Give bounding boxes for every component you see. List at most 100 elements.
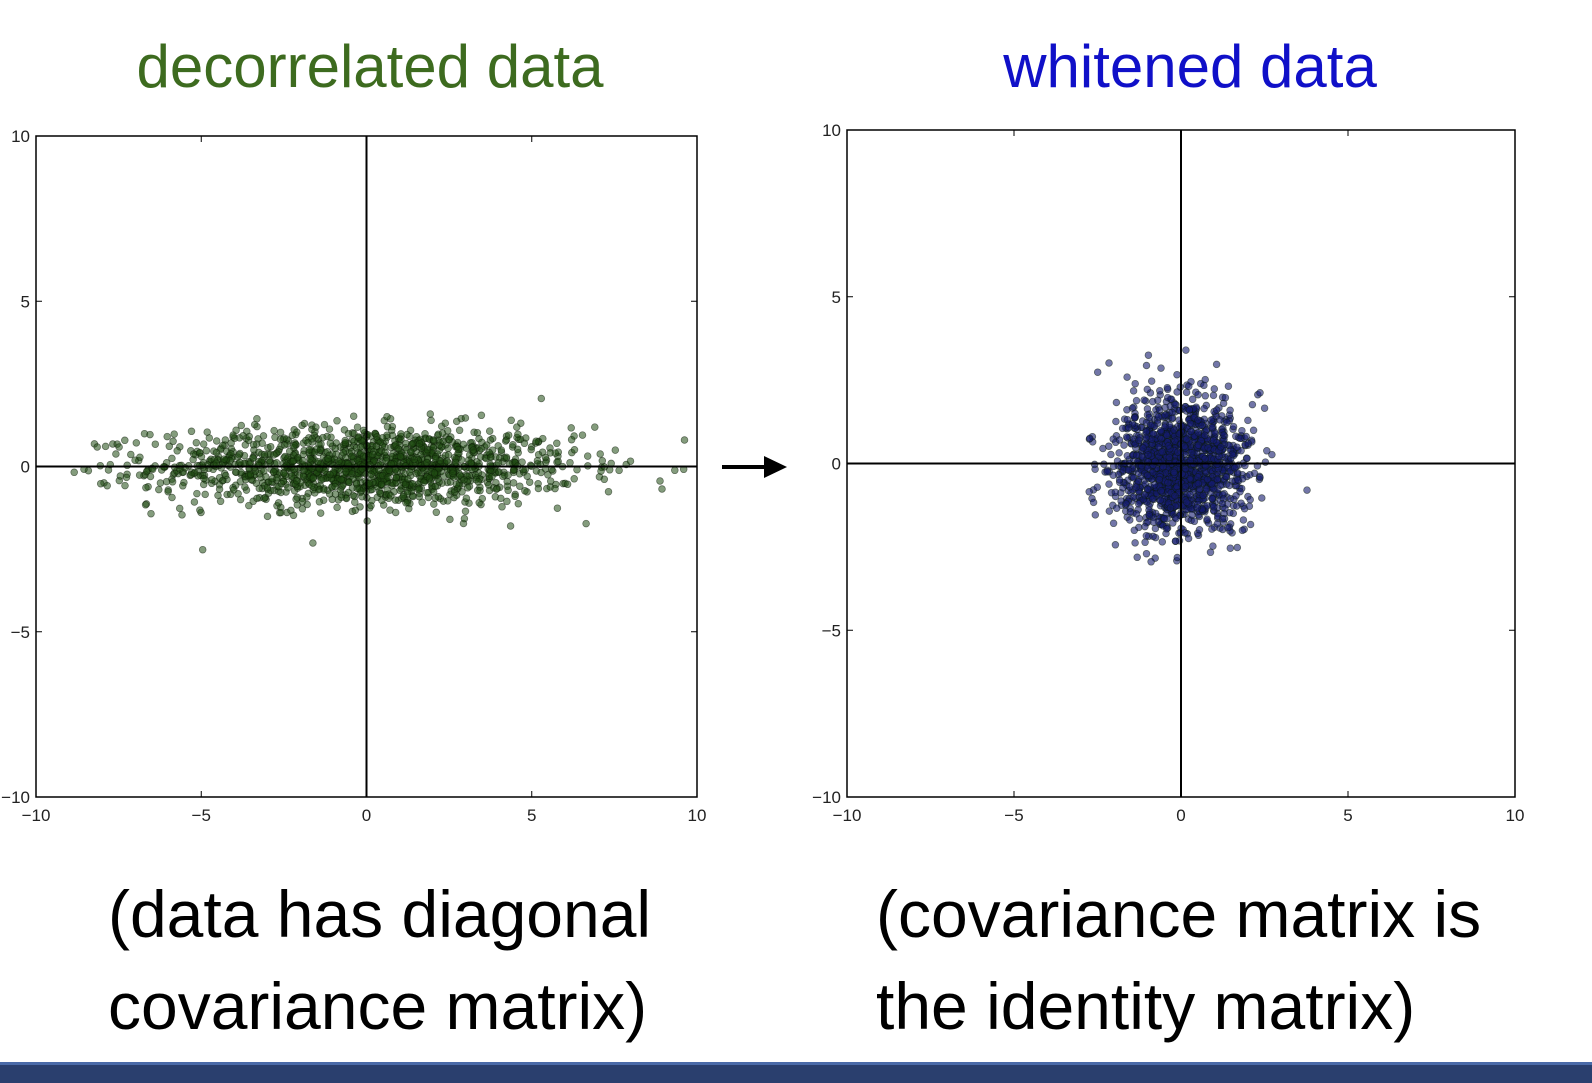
data-point [1246,520,1255,529]
data-point [563,480,572,489]
data-point [287,506,295,515]
data-point [276,435,285,444]
data-point [216,497,225,506]
data-point [1086,434,1094,443]
data-point [1195,526,1204,534]
data-point [445,436,453,444]
data-point [1208,494,1216,503]
data-point [1103,468,1111,476]
data-point [1120,441,1128,449]
data-point [277,488,285,497]
data-point [135,471,144,479]
data-point [541,453,550,462]
data-point [236,495,245,504]
data-point [337,475,345,484]
data-point [1141,538,1149,547]
data-point [494,459,503,467]
data-point [554,457,562,466]
data-point [488,472,496,481]
data-point [255,484,264,493]
data-point [168,454,176,463]
x-tick-label: 5 [1343,806,1352,825]
data-point [495,468,503,476]
data-point [1230,464,1239,472]
data-point [1188,511,1196,519]
data-point [1256,389,1264,397]
data-point [1165,453,1174,462]
data-point [265,456,273,465]
data-point [299,457,307,465]
data-point [298,497,307,506]
y-tick-label: 10 [11,127,30,146]
data-point [1202,485,1211,493]
data-point [229,486,238,494]
data-point [1258,494,1266,502]
data-point [339,449,348,457]
data-point [1112,398,1121,407]
caption-line: the identity matrix) [876,969,1416,1043]
data-point [1223,418,1231,427]
data-point [1194,416,1202,424]
data-point [189,450,198,458]
data-point [553,504,562,512]
data-point [165,442,174,451]
data-point [1185,382,1193,390]
data-point [485,427,494,435]
data-point [385,466,393,474]
data-point [212,448,221,457]
data-point [173,447,181,455]
x-tick-label: 0 [1176,806,1185,825]
data-point [1115,449,1123,457]
data-point [290,441,298,450]
data-point [1245,502,1254,510]
data-point [306,455,314,463]
data-point [312,423,320,431]
data-point [567,435,576,444]
data-point [1093,368,1102,376]
data-point [1210,503,1218,511]
data-point [239,432,247,440]
data-point [509,479,518,487]
data-point [1125,423,1133,432]
data-point [1171,400,1179,409]
data-point [1129,493,1138,501]
data-point [1232,492,1240,500]
data-point [1233,502,1241,510]
data-point [235,451,243,459]
y-tick-label: −10 [812,788,841,807]
data-point [1226,544,1235,552]
caption-line: (covariance matrix is [876,877,1482,951]
data-point [1157,364,1165,372]
data-point [1133,553,1141,562]
data-point [1186,491,1194,499]
caption-whitened: (covariance matrix is the identity matri… [876,868,1576,1052]
data-point [1148,495,1157,503]
data-point [1149,518,1158,526]
data-point [444,497,452,505]
data-point [317,476,325,484]
data-point [1151,524,1160,533]
data-point [121,436,129,445]
x-tick-label: 5 [527,806,536,825]
data-point [168,493,176,502]
data-point [426,410,435,418]
data-point [1193,504,1201,512]
data-point [1154,412,1163,421]
data-point [492,485,501,493]
data-point [604,487,613,496]
data-point [615,466,623,475]
data-point [146,430,154,439]
data-point [626,457,635,465]
data-point [367,470,375,479]
data-point [285,447,294,456]
data-point [1236,434,1244,443]
data-point [142,483,150,492]
data-point [1109,471,1117,479]
data-point [103,481,111,490]
data-point [220,455,228,463]
data-point [187,470,195,479]
data-point [325,425,334,433]
data-point [1233,543,1242,552]
data-point [507,416,515,425]
